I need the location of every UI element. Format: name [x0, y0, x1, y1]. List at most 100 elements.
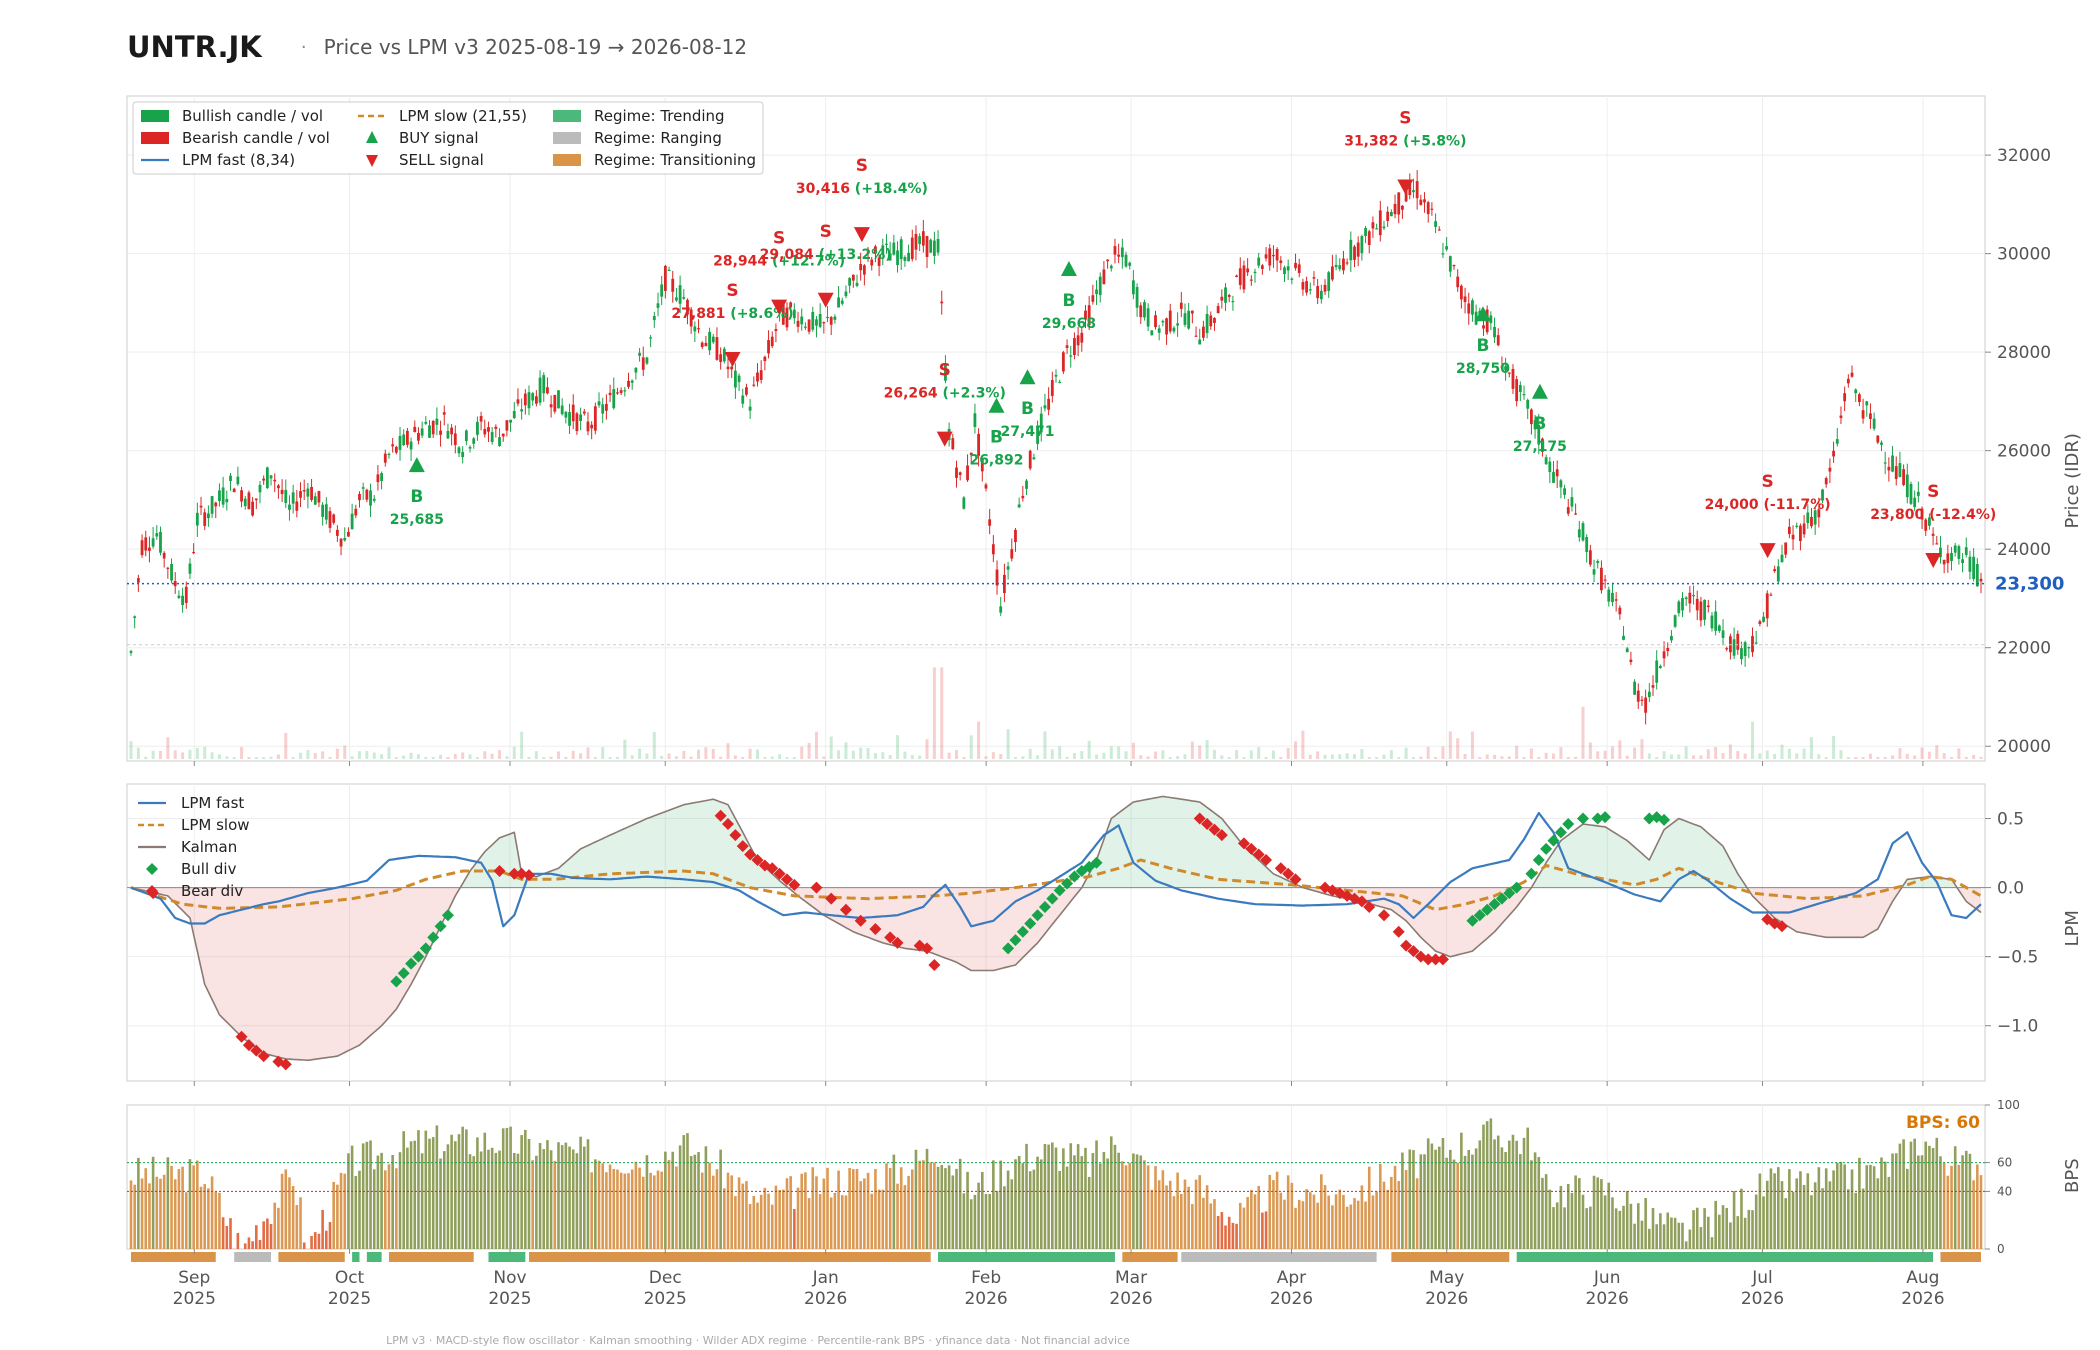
candle-body	[1471, 300, 1474, 315]
bps-bar	[859, 1181, 862, 1249]
bps-bar	[380, 1152, 383, 1249]
buy-signal-letter: B	[1021, 399, 1034, 419]
candle-body	[148, 547, 151, 551]
candle-body	[1220, 296, 1224, 301]
volume-bar	[1404, 747, 1408, 759]
bear-div-marker	[773, 867, 786, 880]
volume-bar	[446, 757, 450, 759]
bps-bar	[210, 1176, 214, 1249]
candle-body	[1146, 308, 1150, 327]
bps-bar	[1106, 1158, 1109, 1249]
bps-bar	[1622, 1205, 1625, 1249]
bps-bar	[1132, 1153, 1135, 1249]
candle-body	[1338, 265, 1342, 270]
candle-body	[1559, 480, 1563, 488]
volume-bar	[896, 735, 900, 759]
bps-bar	[608, 1164, 612, 1249]
legend-sell-marker	[366, 155, 378, 167]
price-tick-label: 30000	[1997, 245, 2051, 265]
volume-bar	[1043, 731, 1047, 759]
candle-body	[1003, 574, 1006, 594]
bps-bar	[1706, 1216, 1710, 1249]
bps-bar	[1813, 1182, 1817, 1249]
bps-badge: BPS: 60	[1906, 1113, 1980, 1133]
bps-bar	[1526, 1127, 1530, 1249]
bps-bar	[1961, 1155, 1964, 1249]
volume-bar	[1736, 751, 1740, 759]
x-year-label: 2025	[644, 1289, 687, 1309]
volume-bar	[1353, 754, 1357, 759]
bps-bar	[781, 1189, 785, 1249]
bps-bar	[1710, 1237, 1714, 1249]
bps-bar	[207, 1188, 210, 1249]
bear-div-marker	[1215, 829, 1228, 842]
bps-bar	[734, 1196, 737, 1249]
volume-bar	[1087, 740, 1091, 759]
bps-bar	[236, 1232, 240, 1249]
volume-bar	[1161, 750, 1165, 759]
bps-bar	[1183, 1179, 1187, 1249]
candle-body	[549, 404, 553, 408]
bps-bar	[531, 1160, 534, 1249]
candle-body	[1054, 374, 1058, 377]
candle-body	[1102, 269, 1106, 285]
candle-body	[597, 401, 601, 406]
candle-body	[571, 404, 575, 422]
bull-div-marker	[1503, 887, 1516, 900]
candle-body	[402, 434, 406, 446]
bps-bar	[524, 1129, 527, 1249]
bps-bar	[1401, 1152, 1404, 1249]
bps-bar	[133, 1184, 136, 1249]
volume-bar	[1728, 744, 1732, 759]
candle-body	[903, 257, 907, 261]
candle-body	[649, 337, 653, 339]
volume-bar	[1013, 757, 1017, 759]
bps-bar	[918, 1160, 921, 1249]
bear-div-marker	[523, 869, 536, 882]
bps-bar	[192, 1165, 195, 1249]
candle-body	[1555, 469, 1559, 477]
volume-bar	[1714, 746, 1718, 759]
candle-body	[324, 504, 328, 520]
buy-signal-price: 29,668	[1042, 316, 1096, 332]
bps-bar	[254, 1225, 258, 1249]
candle-body	[1157, 328, 1161, 333]
candle-body	[1762, 616, 1765, 622]
volume-bar	[910, 754, 914, 759]
bps-bar	[1964, 1150, 1968, 1249]
candle-body	[789, 302, 793, 308]
volume-bar	[313, 753, 317, 759]
candle-body	[1688, 592, 1692, 604]
bps-bar	[535, 1155, 538, 1249]
candle-body	[218, 490, 221, 502]
bps-bar	[1843, 1164, 1846, 1249]
volume-bar	[1257, 747, 1261, 759]
sell-signal-letter: S	[1927, 482, 1939, 502]
lpm-legend: LPM fast LPM slow Kalman Bull div Bear div	[138, 794, 250, 900]
candle-body	[151, 538, 155, 547]
volume-bar	[1839, 750, 1843, 759]
volume-bar	[1669, 754, 1673, 759]
candle-body	[1334, 264, 1338, 268]
volume-bar	[343, 745, 347, 759]
candle-body	[678, 285, 682, 304]
candle-body	[258, 484, 262, 493]
bps-bar	[1600, 1179, 1603, 1249]
volume-bar	[247, 757, 251, 759]
sell-signal-letter: S	[773, 229, 785, 249]
volume-bar	[1382, 754, 1386, 759]
candle-body	[476, 421, 479, 435]
volume-bar	[932, 667, 936, 759]
bps-bar	[594, 1159, 597, 1249]
bps-bar	[958, 1158, 962, 1249]
candle-body	[1356, 242, 1360, 257]
volume-bar	[1124, 751, 1128, 759]
bull-div-marker	[1038, 900, 1051, 913]
candle-body	[689, 309, 693, 327]
candle-body	[811, 312, 815, 330]
sell-signal-return: (+18.4%)	[850, 181, 928, 197]
candle-body	[1563, 488, 1566, 495]
candle-body	[1179, 302, 1183, 309]
candle-body	[1050, 380, 1054, 396]
bps-bar	[284, 1169, 288, 1249]
